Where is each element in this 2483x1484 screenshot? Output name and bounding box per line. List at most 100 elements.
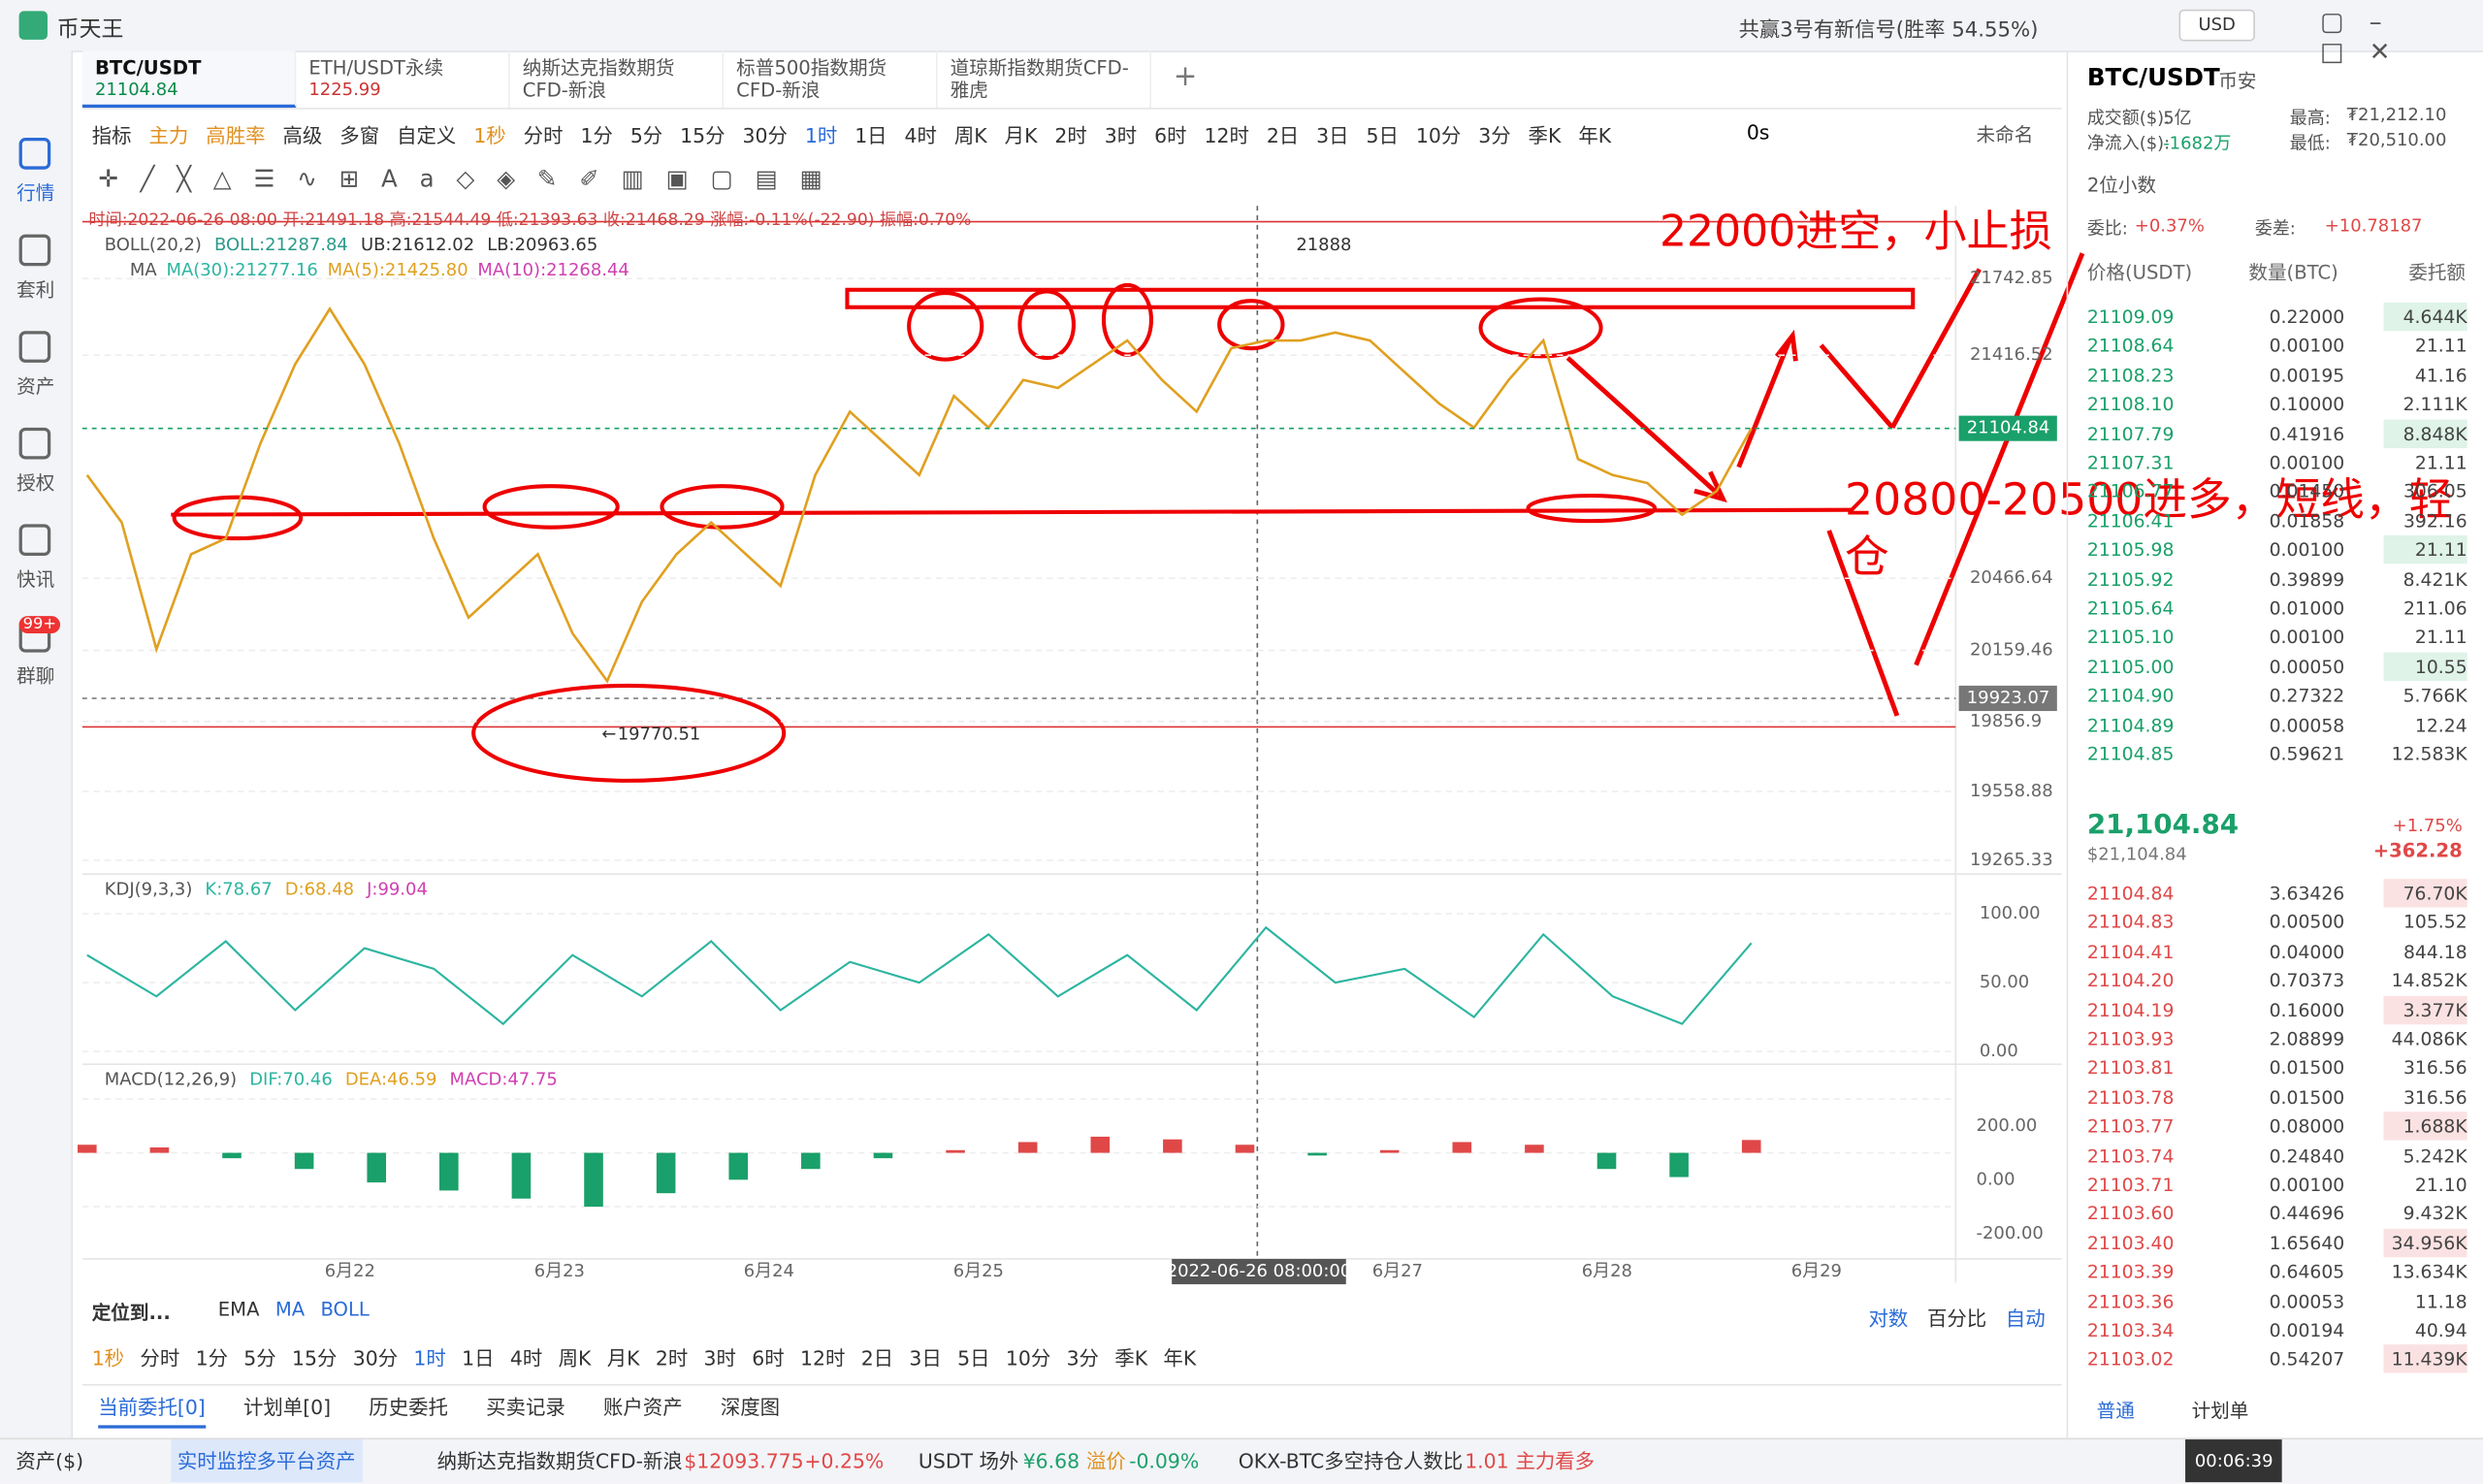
symbol-tab[interactable]: 纳斯达克指数期货CFD-新浪 — [510, 50, 725, 109]
toolbar-item[interactable]: 1时 — [804, 122, 838, 147]
sidebar-item[interactable]: 套利 — [16, 278, 55, 302]
toolbar-item[interactable]: 4时 — [904, 122, 937, 147]
ratio: +0.37% — [2134, 215, 2205, 237]
toolbar-item[interactable]: 高胜率 — [206, 122, 266, 147]
period[interactable]: 3日 — [909, 1345, 942, 1371]
period[interactable]: 4时 — [509, 1345, 543, 1371]
symbol-tab[interactable]: ETH/USDT永续 1225.99 — [296, 50, 510, 109]
period[interactable]: 3时 — [703, 1345, 736, 1371]
cell: 8.848K — [2402, 422, 2467, 445]
period[interactable]: 5分 — [243, 1345, 276, 1371]
macd-bar — [801, 1152, 821, 1170]
toolbar-item[interactable]: 2时 — [1054, 122, 1087, 147]
order-tab[interactable]: 当前委托[0] — [98, 1386, 206, 1429]
toolbar-item[interactable]: 1秒 — [473, 122, 506, 147]
period[interactable]: 6时 — [752, 1345, 785, 1371]
symbol-tab[interactable]: 标普500指数期货CFD-新浪 — [724, 50, 938, 109]
y-tick-label: -200.00 — [1977, 1223, 2044, 1243]
draw-tools[interactable]: ✛╱╳△☰∿⊞Aa◇◈✎✐▥▣▢▤▦ — [98, 164, 845, 194]
order-row: 21104.84 3.63426 76.70K — [2086, 879, 2467, 908]
toolbar-item[interactable]: 1分 — [580, 122, 613, 147]
add-tab[interactable]: + — [1173, 60, 1198, 94]
toolbar-item[interactable]: 1日 — [855, 122, 887, 147]
sidebar-icon[interactable] — [18, 234, 51, 267]
panel-tab[interactable]: 普通 — [2096, 1400, 2135, 1423]
scale-mode[interactable]: 对数 — [1868, 1306, 1909, 1331]
sidebar-icon[interactable] — [18, 331, 51, 363]
toolbar-item[interactable]: 自定义 — [397, 122, 457, 147]
locate[interactable]: 定位到... — [91, 1302, 171, 1324]
period[interactable]: 月K — [606, 1345, 640, 1371]
toolbar-item[interactable]: 3日 — [1316, 122, 1349, 147]
period[interactable]: 1秒 — [91, 1345, 125, 1371]
layout-name[interactable]: 未命名 — [1976, 123, 2034, 146]
status-item[interactable]: 实时监控多平台资产 — [171, 1439, 363, 1483]
toolbar-item[interactable]: 指标 — [91, 122, 132, 147]
status-item: 溢价 — [1085, 1448, 1126, 1473]
period[interactable]: 年K — [1163, 1345, 1197, 1371]
period[interactable]: 1分 — [195, 1345, 228, 1371]
order-tab[interactable]: 账户资产 — [602, 1395, 683, 1419]
indicator[interactable]: MA — [274, 1298, 306, 1321]
sidebar-item[interactable]: 快讯 — [16, 568, 55, 591]
indicator[interactable]: EMA — [217, 1298, 260, 1321]
order-tab[interactable]: 深度图 — [720, 1395, 781, 1419]
order-row: 21104.90 0.27322 5.766K — [2087, 681, 2467, 709]
period[interactable]: 1时 — [413, 1345, 446, 1371]
notice[interactable]: 共赢3号有新信号(胜率 54.55%) — [1738, 18, 2039, 44]
window-controls[interactable]: ▢–□✕ — [2319, 6, 2416, 67]
period[interactable]: 5日 — [957, 1345, 990, 1371]
toolbar-item[interactable]: 多窗 — [339, 122, 380, 147]
low-label: 19770.51 — [618, 725, 701, 745]
period[interactable]: 3分 — [1066, 1345, 1099, 1371]
toolbar-item[interactable]: 周K — [953, 122, 987, 147]
panel-tab[interactable]: 计划单 — [2191, 1400, 2249, 1423]
scale-mode[interactable]: 百分比 — [1926, 1306, 1987, 1331]
toolbar-item[interactable]: 分时 — [523, 122, 564, 147]
sidebar-icon[interactable] — [18, 427, 51, 460]
sidebar-item[interactable]: 行情 — [16, 181, 55, 205]
sidebar-icon[interactable] — [18, 524, 51, 557]
sidebar-item[interactable]: 授权 — [16, 471, 55, 495]
period[interactable]: 1日 — [462, 1345, 495, 1371]
order-tab[interactable]: 计划单[0] — [242, 1395, 332, 1419]
order-row: 21103.39 0.64605 13.634K — [2087, 1258, 2467, 1286]
period[interactable]: 12时 — [799, 1345, 846, 1371]
toolbar-item[interactable]: 30分 — [742, 122, 788, 147]
cell: 21104.89 — [2086, 713, 2175, 736]
toolbar-item[interactable]: 高级 — [282, 122, 323, 147]
sidebar-icon[interactable] — [18, 138, 51, 170]
period[interactable]: 15分 — [292, 1345, 338, 1371]
toolbar-item[interactable]: 6时 — [1154, 122, 1187, 147]
toolbar-item[interactable]: 5日 — [1366, 122, 1399, 147]
period[interactable]: 季K — [1114, 1345, 1148, 1371]
toolbar-item[interactable]: 10分 — [1415, 122, 1462, 147]
period[interactable]: 10分 — [1005, 1345, 1051, 1371]
toolbar-item[interactable]: 12时 — [1204, 122, 1249, 147]
period[interactable]: 周K — [558, 1345, 592, 1371]
toolbar-item[interactable]: 季K — [1528, 122, 1562, 147]
toolbar-item[interactable]: 主力 — [148, 122, 189, 147]
toolbar-item[interactable]: 5分 — [629, 122, 663, 147]
symbol-tab[interactable]: BTC/USDT 21104.84 — [81, 50, 297, 109]
toolbar-item[interactable]: 年K — [1578, 122, 1612, 147]
period[interactable]: 分时 — [140, 1345, 180, 1371]
chart-bg — [81, 206, 2062, 1283]
symbol-tab[interactable]: 道琼斯指数期货CFD-雅虎 — [938, 50, 1151, 109]
decimals[interactable]: 2位小数 — [2086, 174, 2157, 197]
sidebar-item[interactable]: 资产 — [16, 374, 55, 398]
sidebar-item[interactable]: 群聊 — [16, 664, 55, 688]
order-tab[interactable]: 历史委托 — [369, 1395, 448, 1419]
period[interactable]: 2日 — [860, 1345, 894, 1371]
scale-mode[interactable]: 自动 — [2005, 1306, 2046, 1331]
period[interactable]: 2时 — [655, 1345, 689, 1371]
toolbar-item[interactable]: 2日 — [1266, 122, 1300, 147]
order-tab[interactable]: 买卖记录 — [486, 1395, 565, 1419]
toolbar-item[interactable]: 15分 — [680, 122, 726, 147]
toolbar-item[interactable]: 月K — [1004, 122, 1038, 147]
toolbar-item[interactable]: 3分 — [1478, 122, 1511, 147]
toolbar-item[interactable]: 3时 — [1104, 122, 1138, 147]
currency-select[interactable]: USD — [2178, 9, 2255, 42]
period[interactable]: 30分 — [352, 1345, 399, 1371]
indicator[interactable]: BOLL — [320, 1298, 370, 1321]
